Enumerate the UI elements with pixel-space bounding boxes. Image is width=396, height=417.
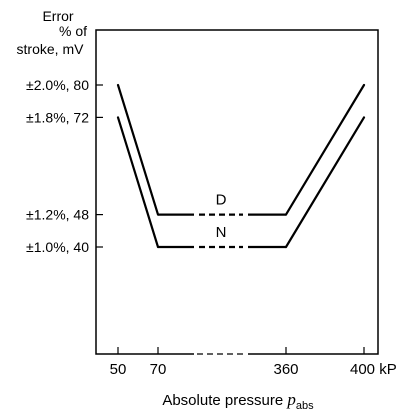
y-tick-label: ±1.8%, 72 <box>26 109 89 125</box>
y-tick-label: ±1.2%, 48 <box>26 207 89 223</box>
x-tick-label: 70 <box>150 361 167 378</box>
x-axis-title: Absolute pressure pabs <box>162 390 314 412</box>
series-D: D <box>116 83 366 216</box>
y-axis-title-line-1: Error <box>42 8 73 24</box>
y-axis-title-line-3: stroke, mV <box>17 41 85 57</box>
x-axis-title-subscript: abs <box>296 400 314 412</box>
series-segment <box>284 83 366 216</box>
plot-frame <box>95 29 379 355</box>
x-tick-label: 400 kPa <box>350 361 396 378</box>
series-segment <box>116 116 160 249</box>
series-label-N: N <box>216 224 227 241</box>
series-lines: DN <box>116 83 366 249</box>
axis-break-marks <box>194 352 248 356</box>
y-axis-title-line-2: % of <box>59 23 87 39</box>
x-tick-label: 360 <box>273 361 298 378</box>
y-axis-ticks: ±2.0%, 80 ±1.8%, 72 ±1.2%, 48 ±1.0%, 40 <box>26 77 103 255</box>
y-tick-label: ±1.0%, 40 <box>26 239 89 255</box>
series-segment <box>116 83 160 216</box>
x-axis-ticks: 50 70 360 400 kPa <box>110 347 396 378</box>
x-axis-title-variable: p <box>286 390 296 409</box>
series-label-D: D <box>216 192 227 209</box>
x-tick-label: 50 <box>110 361 127 378</box>
series-N: N <box>116 116 366 249</box>
x-axis-title-main: Absolute pressure <box>162 392 287 409</box>
series-segment <box>284 116 366 249</box>
y-tick-label: ±2.0%, 80 <box>26 77 89 93</box>
